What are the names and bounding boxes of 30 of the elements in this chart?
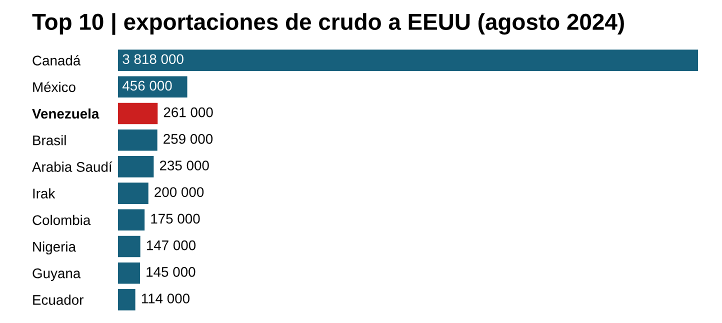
data-label: 200 000 (154, 187, 204, 198)
data-label: 114 000 (142, 294, 190, 304)
y-tick-label: Brasil (33, 135, 66, 146)
y-tick-label: Venezuela (32, 108, 100, 119)
bar (118, 182, 148, 204)
y-tick-label: Guyana (32, 268, 81, 282)
y-tick-label: Colombia (32, 214, 91, 226)
bar (118, 129, 158, 151)
bar (118, 50, 698, 71)
data-label: 456 000 (122, 80, 172, 91)
bar (118, 102, 158, 124)
chart-title: Top 10 | exportaciones de crudo a EEUU (agosto 2024) (32, 13, 624, 35)
data-label: 261 000 (164, 107, 213, 118)
bar (118, 156, 154, 178)
y-tick-label: Ecuador (33, 294, 84, 305)
bar (118, 289, 136, 310)
bar (118, 262, 140, 284)
y-tick-label: Irak (33, 188, 56, 198)
data-label: 175 000 (151, 214, 200, 224)
y-tick-label: Nigeria (33, 241, 76, 254)
y-tick-label: México (33, 82, 76, 92)
data-label: 145 000 (146, 266, 196, 277)
bar (118, 209, 145, 231)
bar (118, 236, 140, 258)
y-tick-label: Arabia Saudí (32, 162, 112, 172)
data-label: 3 818 000 (122, 54, 184, 64)
data-label: 259 000 (164, 134, 213, 144)
data-label: 235 000 (160, 160, 209, 170)
data-label: 147 000 (146, 240, 196, 250)
y-tick-label: Canadá (32, 55, 81, 66)
